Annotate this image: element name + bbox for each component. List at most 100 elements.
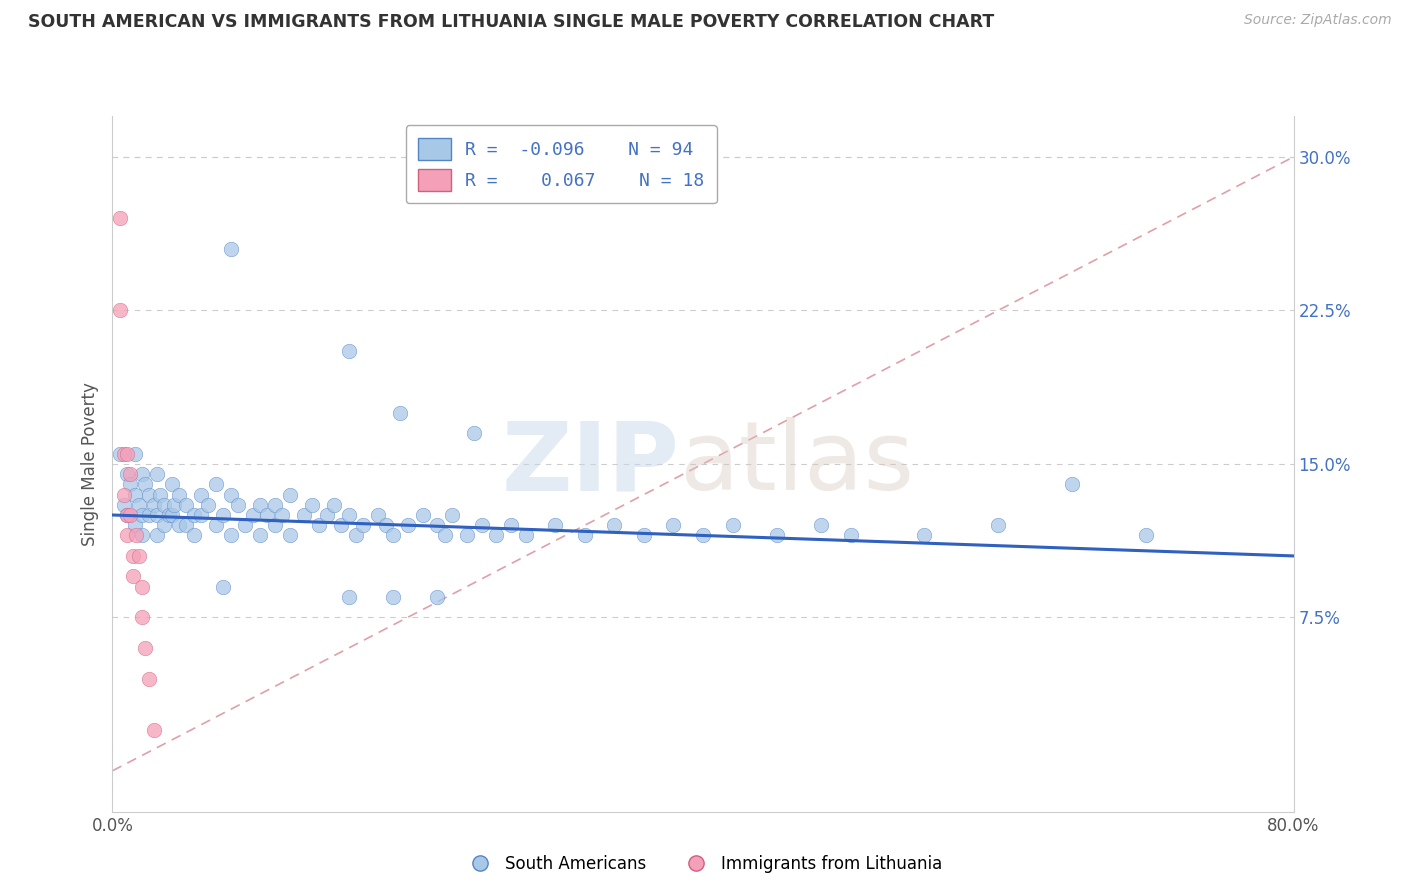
Point <box>108 447 131 461</box>
Point <box>153 498 176 512</box>
Point <box>1135 528 1157 542</box>
Point <box>117 508 138 522</box>
Point <box>128 498 150 512</box>
Point <box>264 518 287 533</box>
Point <box>692 528 714 542</box>
Point <box>138 508 160 522</box>
Y-axis label: Single Male Poverty: Single Male Poverty <box>82 382 100 546</box>
Point <box>174 518 197 533</box>
Point <box>382 590 405 604</box>
Point <box>146 467 169 481</box>
Point <box>1062 477 1084 491</box>
Point <box>108 211 131 226</box>
Point <box>124 447 146 461</box>
Point <box>117 467 138 481</box>
Point <box>278 487 301 501</box>
Point <box>501 518 523 533</box>
Point <box>278 528 301 542</box>
Point <box>134 477 156 491</box>
Point <box>219 487 242 501</box>
Point <box>205 518 228 533</box>
Point <box>249 498 271 512</box>
Point <box>122 569 145 583</box>
Point <box>337 344 360 359</box>
Point <box>352 518 374 533</box>
Point <box>131 580 153 594</box>
Point <box>226 498 249 512</box>
Point <box>153 518 176 533</box>
Point <box>138 672 160 686</box>
Point <box>470 518 494 533</box>
Point <box>721 518 744 533</box>
Point <box>134 640 156 655</box>
Point <box>212 508 235 522</box>
Point <box>315 508 337 522</box>
Point <box>301 498 323 512</box>
Point <box>117 508 138 522</box>
Point <box>662 518 685 533</box>
Text: ZIP: ZIP <box>502 417 679 510</box>
Point <box>131 508 153 522</box>
Point <box>544 518 567 533</box>
Point <box>205 477 228 491</box>
Point <box>292 508 315 522</box>
Point <box>131 467 153 481</box>
Legend: South Americans, Immigrants from Lithuania: South Americans, Immigrants from Lithuan… <box>457 848 949 880</box>
Point <box>142 723 165 737</box>
Point <box>323 498 346 512</box>
Point <box>167 518 190 533</box>
Point <box>122 549 145 563</box>
Point <box>344 528 367 542</box>
Point <box>219 528 242 542</box>
Point <box>810 518 832 533</box>
Point <box>396 518 419 533</box>
Point <box>242 508 264 522</box>
Point <box>120 508 142 522</box>
Point <box>160 508 183 522</box>
Point <box>233 518 256 533</box>
Point <box>633 528 655 542</box>
Point <box>112 498 135 512</box>
Point <box>157 508 180 522</box>
Point <box>219 242 242 256</box>
Point <box>367 508 389 522</box>
Point <box>485 528 508 542</box>
Text: SOUTH AMERICAN VS IMMIGRANTS FROM LITHUANIA SINGLE MALE POVERTY CORRELATION CHAR: SOUTH AMERICAN VS IMMIGRANTS FROM LITHUA… <box>28 13 994 31</box>
Point <box>603 518 626 533</box>
Point <box>264 498 287 512</box>
Point <box>108 303 131 318</box>
Point <box>515 528 537 542</box>
Point <box>120 477 142 491</box>
Point <box>183 508 205 522</box>
Point <box>125 528 148 542</box>
Point <box>389 406 412 420</box>
Point <box>142 498 165 512</box>
Point <box>117 447 138 461</box>
Point <box>128 549 150 563</box>
Point <box>183 528 205 542</box>
Text: atlas: atlas <box>679 417 914 510</box>
Point <box>167 487 190 501</box>
Point <box>190 508 212 522</box>
Point <box>174 498 197 512</box>
Point <box>426 518 449 533</box>
Point <box>766 528 789 542</box>
Point <box>212 580 235 594</box>
Point <box>308 518 330 533</box>
Point <box>411 508 433 522</box>
Point <box>987 518 1010 533</box>
Point <box>163 498 186 512</box>
Point <box>138 487 160 501</box>
Point <box>146 528 169 542</box>
Point <box>160 477 183 491</box>
Point <box>249 528 271 542</box>
Point <box>382 528 405 542</box>
Point <box>197 498 219 512</box>
Point <box>433 528 456 542</box>
Point <box>330 518 353 533</box>
Point <box>463 426 485 441</box>
Point <box>374 518 396 533</box>
Point <box>112 487 135 501</box>
Point <box>456 528 478 542</box>
Point <box>839 528 862 542</box>
